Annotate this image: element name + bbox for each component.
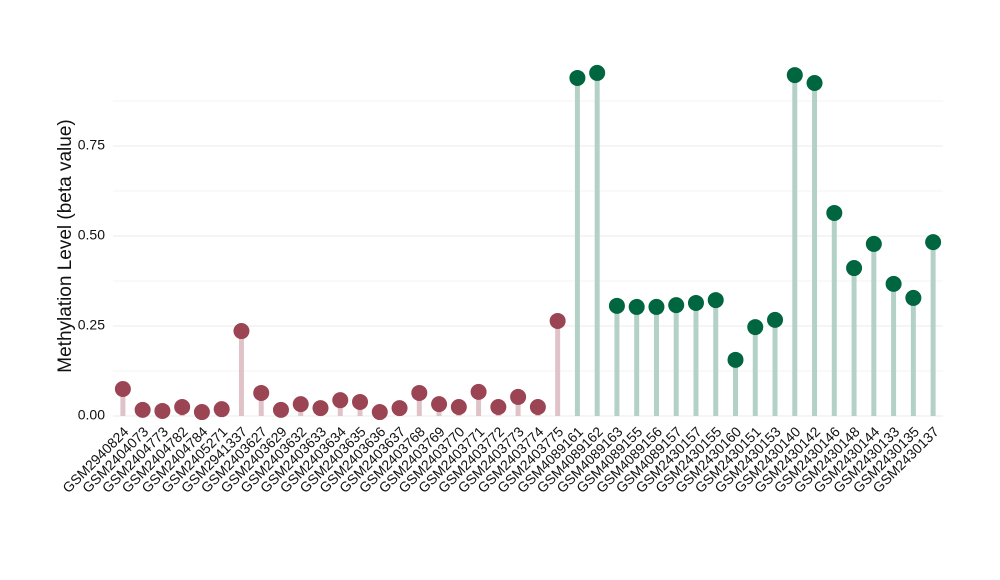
- dot: [925, 234, 942, 251]
- dot: [865, 235, 882, 252]
- y-tick-label: 0.75: [78, 137, 105, 153]
- dot: [292, 396, 309, 413]
- dot: [826, 204, 843, 221]
- dot: [450, 399, 467, 415]
- dot: [549, 312, 566, 329]
- dot: [806, 75, 823, 91]
- dot: [431, 396, 448, 413]
- dot: [668, 297, 685, 314]
- dot: [846, 260, 863, 277]
- y-tick-label: 0.50: [78, 227, 105, 243]
- dot: [608, 297, 625, 314]
- dot: [174, 399, 191, 415]
- dot: [391, 400, 408, 417]
- dot: [905, 289, 922, 306]
- dot: [154, 402, 171, 419]
- dot: [193, 404, 210, 421]
- dot: [687, 294, 704, 311]
- dot: [371, 404, 388, 421]
- dot: [312, 400, 329, 417]
- dot: [510, 388, 527, 405]
- dot: [213, 401, 230, 418]
- dot: [352, 393, 369, 410]
- dot: [707, 292, 724, 309]
- dot: [648, 298, 665, 315]
- y-axis-label: Methylation Level (beta value): [55, 119, 76, 372]
- dot: [332, 392, 349, 409]
- dot: [134, 401, 151, 418]
- dot: [786, 67, 803, 84]
- dot: [253, 384, 270, 401]
- dot: [727, 351, 744, 368]
- dot: [529, 399, 546, 415]
- dot: [589, 64, 606, 81]
- dot: [885, 275, 902, 292]
- dot: [628, 298, 645, 315]
- y-tick-label: 0.25: [78, 317, 105, 333]
- dot: [411, 384, 428, 401]
- dot: [233, 323, 250, 340]
- dot: [272, 401, 289, 418]
- dot: [747, 319, 764, 336]
- dot: [114, 381, 131, 397]
- dot: [767, 311, 784, 328]
- dot: [470, 383, 487, 400]
- dot: [569, 69, 586, 86]
- y-tick-label: 0.00: [78, 407, 105, 423]
- dot: [490, 399, 507, 415]
